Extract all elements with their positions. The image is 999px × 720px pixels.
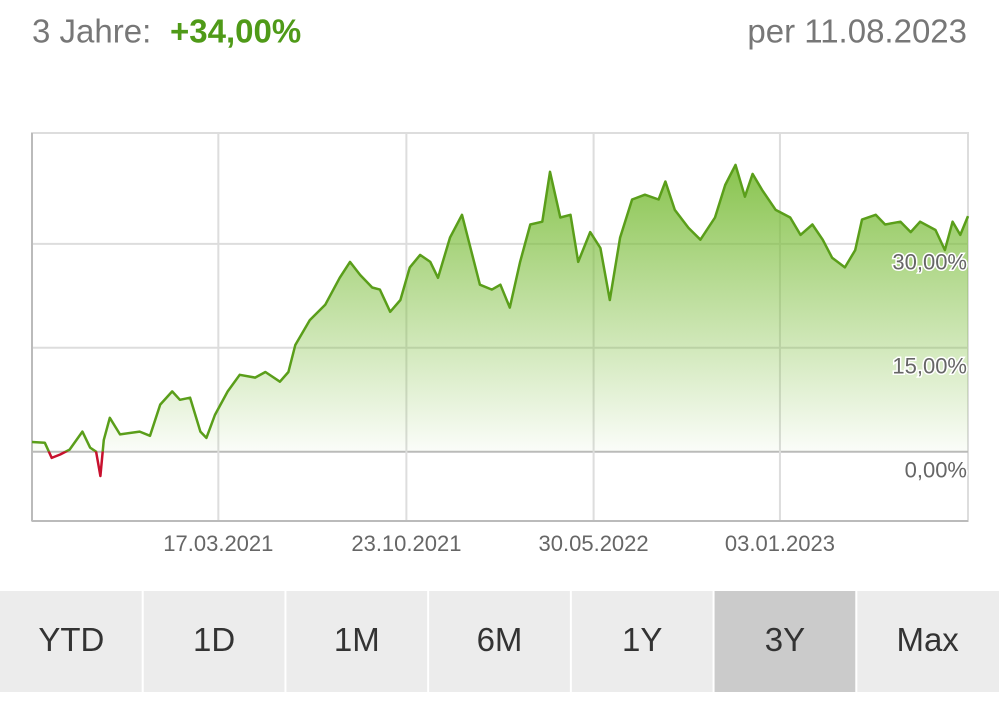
chart: 17.03.2021 23.10.2021 30.05.2022 03.01.2023… (31, 132, 970, 556)
y-tick-label: 30,00% (892, 250, 967, 275)
x-tick-label: 03.01.2023 (725, 531, 835, 556)
range-selector: YTD 1D 1M 6M 1Y 3Y Max (0, 591, 999, 692)
range-button[interactable]: Max (855, 591, 999, 692)
range-button[interactable]: 1M (284, 591, 429, 692)
button-label: 3Y (765, 621, 805, 658)
x-tick-label: 30.05.2022 (539, 531, 649, 556)
button-bg (428, 591, 571, 692)
range-button[interactable]: YTD (0, 591, 143, 692)
range-button[interactable]: 6M (427, 591, 571, 692)
line (31, 163, 970, 478)
button-bg (570, 591, 714, 692)
range-button[interactable]: 3Y (712, 591, 857, 692)
button-bg (285, 591, 429, 692)
button-label: 6M (477, 621, 523, 658)
y-tick-label: 0,00% (905, 458, 967, 483)
x-tick-label: 17.03.2021 (163, 531, 273, 556)
button-label: 1Y (622, 621, 662, 658)
as-of-date: per 11.08.2023 (747, 13, 967, 50)
period-label: 3 Jahre: (32, 13, 151, 50)
button-bg (142, 591, 286, 692)
button-bg (0, 591, 143, 692)
button-label: Max (896, 621, 959, 658)
button-bg (713, 591, 857, 692)
period-change: +34,00% (170, 13, 301, 50)
area (32, 164, 968, 476)
x-tick-label: 23.10.2021 (351, 531, 461, 556)
range-button[interactable]: 1Y (569, 591, 714, 692)
button-bg (856, 591, 999, 692)
range-button[interactable]: 1D (141, 591, 286, 692)
button-label: 1M (334, 621, 380, 658)
button-label: 1D (193, 621, 235, 658)
y-tick-label: 15,00% (892, 354, 967, 379)
button-label: YTD (38, 621, 104, 658)
